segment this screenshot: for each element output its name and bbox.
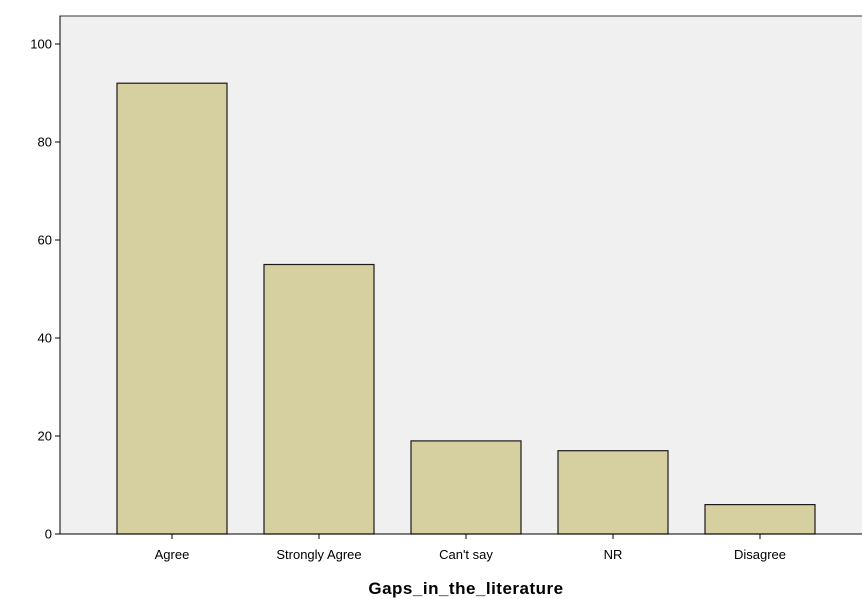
y-tick-label: 0 [45,527,52,542]
bars [116,82,816,535]
bar-strongly-agree [263,263,375,535]
bar-agree [116,82,228,535]
x-tick-label: Can't say [439,547,493,562]
x-tick-label: Strongly Agree [276,547,361,562]
x-axis: Agree Strongly Agree Can't say NR Disagree [60,533,862,562]
y-axis: 0 20 40 60 80 100 [30,16,61,542]
x-axis-label: Gaps_in_the_literature [368,579,563,598]
x-tick-label: Agree [155,547,190,562]
bar-disagree [704,504,816,535]
y-tick-label: 20 [38,429,52,444]
y-tick-label: 60 [38,233,52,248]
bar-can-t-say [410,440,522,535]
y-tick-label: 40 [38,331,52,346]
y-tick-label: 80 [38,135,52,150]
x-tick-label: NR [604,547,623,562]
y-tick-label: 100 [30,37,52,52]
bar-nr [557,450,669,535]
x-tick-label: Disagree [734,547,786,562]
